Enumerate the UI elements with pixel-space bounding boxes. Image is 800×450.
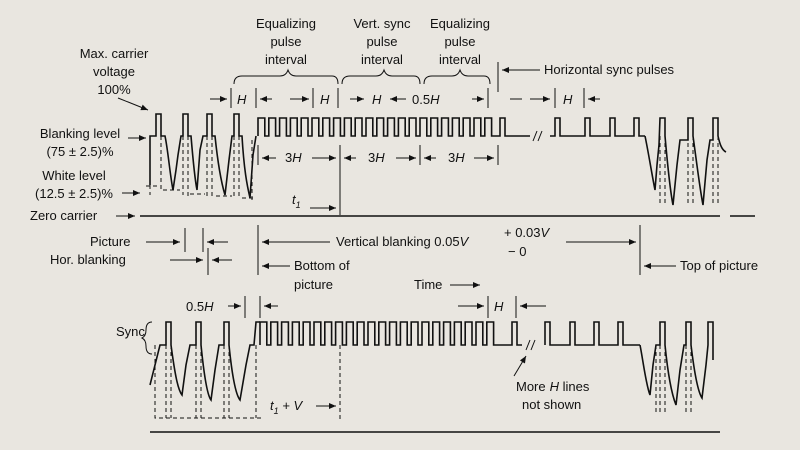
- eq1-label-2: pulse: [270, 34, 301, 49]
- tolerance-plus-v: V: [541, 225, 551, 240]
- time-label: Time: [414, 277, 442, 292]
- h-label-3: H: [372, 92, 382, 107]
- three-h-label-2-num: 3: [368, 150, 375, 165]
- top-left-labels: Max. carrier voltage 100% Blanking level…: [30, 46, 232, 275]
- bottom-pulse-train: [259, 321, 500, 346]
- half-h-label-2-num: 0.5: [186, 299, 204, 314]
- top-left-video: [149, 113, 257, 199]
- h-label-bottom: H: [494, 299, 504, 314]
- half-h-label-2-h: H: [204, 299, 214, 314]
- vsync-label-2: pulse: [366, 34, 397, 49]
- top-pulse-train: [257, 117, 496, 137]
- vsync-label-1: Vert. sync: [353, 16, 411, 31]
- three-h-markers: 3H 3H 3H t1: [257, 145, 499, 215]
- sync-label: Sync: [116, 324, 145, 339]
- three-h-label-3: 3H: [448, 150, 465, 165]
- bottom-waveform: [149, 321, 720, 433]
- vertical-blanking-marker: Vertical blanking 0.05V + 0.03V − 0 Bott…: [257, 225, 758, 292]
- three-h-label-2-h: H: [375, 150, 385, 165]
- top-right-video: [644, 117, 727, 206]
- more-h-lines-lines: lines: [559, 379, 590, 394]
- t1v-label-tail: + V: [279, 398, 304, 413]
- bottom-right-video: [639, 321, 714, 406]
- vertical-blanking-text: Vertical blanking 0.05: [336, 234, 460, 249]
- blanking-level-label-2: (75 ± 2.5)%: [46, 144, 114, 159]
- h-label-4: H: [563, 92, 573, 107]
- bottom-labels: Sync 0.5H H t1 + V More H lines not shown: [116, 296, 590, 420]
- eq2-label-3: interval: [439, 52, 481, 67]
- t1v-label-sub: 1: [274, 406, 279, 416]
- half-h-label-1-num: 0.5: [412, 92, 430, 107]
- h-label-1: H: [237, 92, 247, 107]
- more-h-lines-label-1: More H lines: [516, 379, 590, 394]
- more-h-lines-h: H: [550, 379, 560, 394]
- blanking-level-label-1: Blanking level: [40, 126, 120, 141]
- max-carrier-label-2: voltage: [93, 64, 135, 79]
- hsync-label: Horizontal sync pulses: [544, 62, 675, 77]
- h-label-2: H: [320, 92, 330, 107]
- three-h-label-1-num: 3: [285, 150, 292, 165]
- half-h-label-1-h: H: [430, 92, 440, 107]
- t1-plus-v-label: t1 + V: [270, 398, 303, 416]
- zero-carrier-label: Zero carrier: [30, 208, 98, 223]
- t1-label-sub: 1: [296, 200, 301, 210]
- eq1-label-1: Equalizing: [256, 16, 316, 31]
- eq2-label-2: pulse: [444, 34, 475, 49]
- top-hsync-pulses: [496, 117, 645, 137]
- t1-label-t: t: [292, 192, 297, 207]
- top-waveform: [140, 113, 755, 217]
- white-level-label-1: White level: [42, 168, 106, 183]
- bottom-of-picture-label-2: picture: [294, 277, 333, 292]
- hor-blanking-label: Hor. blanking: [50, 252, 126, 267]
- three-h-label-3-h: H: [455, 150, 465, 165]
- max-carrier-label-1: Max. carrier: [80, 46, 149, 61]
- half-h-label-1: 0.5H: [412, 92, 440, 107]
- bottom-of-picture-label-1: Bottom of: [294, 258, 350, 273]
- white-level-label-2: (12.5 ± 2.5)%: [35, 186, 113, 201]
- picture-label: Picture: [90, 234, 130, 249]
- eq2-label-1: Equalizing: [430, 16, 490, 31]
- vsync-label-3: interval: [361, 52, 403, 67]
- max-carrier-label-3: 100%: [97, 82, 131, 97]
- vertical-blanking-v: V: [460, 234, 470, 249]
- interval-headers: Equalizing pulse interval Vert. sync pul…: [233, 16, 675, 92]
- three-h-label-1-h: H: [292, 150, 302, 165]
- bottom-left-video: [149, 321, 260, 402]
- tolerance-plus-label: + 0.03V: [504, 225, 551, 240]
- top-h-markers: H H H 0.5H H: [210, 88, 600, 108]
- top-of-picture-label: Top of picture: [680, 258, 758, 273]
- three-h-label-3-num: 3: [448, 150, 455, 165]
- more-h-lines-more: More: [516, 379, 546, 394]
- three-h-label-1: 3H: [285, 150, 302, 165]
- t1v-label-t: t: [270, 398, 275, 413]
- t1-label: t1: [292, 192, 301, 210]
- bottom-hsync-pulses: [500, 321, 640, 346]
- tolerance-minus-label: − 0: [508, 244, 526, 259]
- half-h-label-2: 0.5H: [186, 299, 214, 314]
- vertical-blanking-label: Vertical blanking 0.05V: [336, 234, 470, 249]
- more-h-lines-label-2: not shown: [522, 397, 581, 412]
- eq1-label-3: interval: [265, 52, 307, 67]
- three-h-label-2: 3H: [368, 150, 385, 165]
- tolerance-plus-text: + 0.03: [504, 225, 541, 240]
